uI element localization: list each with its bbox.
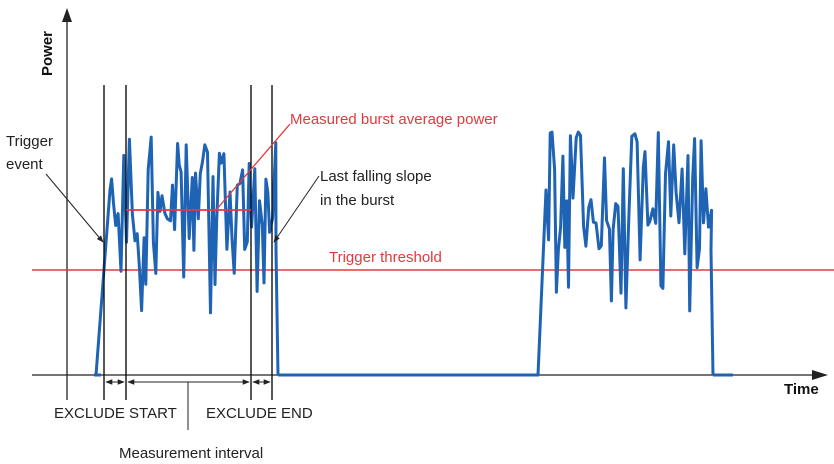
x-axis-label: Time bbox=[784, 381, 819, 398]
measured-burst-label: Measured burst average power bbox=[290, 111, 498, 128]
last-slope-label-line2: in the burst bbox=[320, 192, 395, 209]
trigger-threshold-label: Trigger threshold bbox=[329, 249, 442, 266]
x-axis-arrowhead bbox=[812, 370, 828, 380]
trigger-event-label-line1: Trigger bbox=[6, 133, 53, 150]
y-axis-arrowhead bbox=[62, 8, 72, 22]
last-slope-label-line1: Last falling slope bbox=[320, 168, 432, 185]
trigger-event-label-line2: event bbox=[6, 156, 44, 173]
y-axis-label: Power bbox=[39, 31, 56, 76]
exclude-end-label: EXCLUDE END bbox=[206, 405, 313, 422]
measurement-interval-label: Measurement interval bbox=[119, 445, 263, 462]
last-slope-pointer bbox=[273, 175, 320, 243]
exclude-start-label: EXCLUDE START bbox=[54, 405, 177, 422]
trigger-event-pointer bbox=[45, 173, 104, 243]
burst-2-trace bbox=[536, 130, 715, 377]
burst-average-pointer bbox=[215, 123, 291, 211]
